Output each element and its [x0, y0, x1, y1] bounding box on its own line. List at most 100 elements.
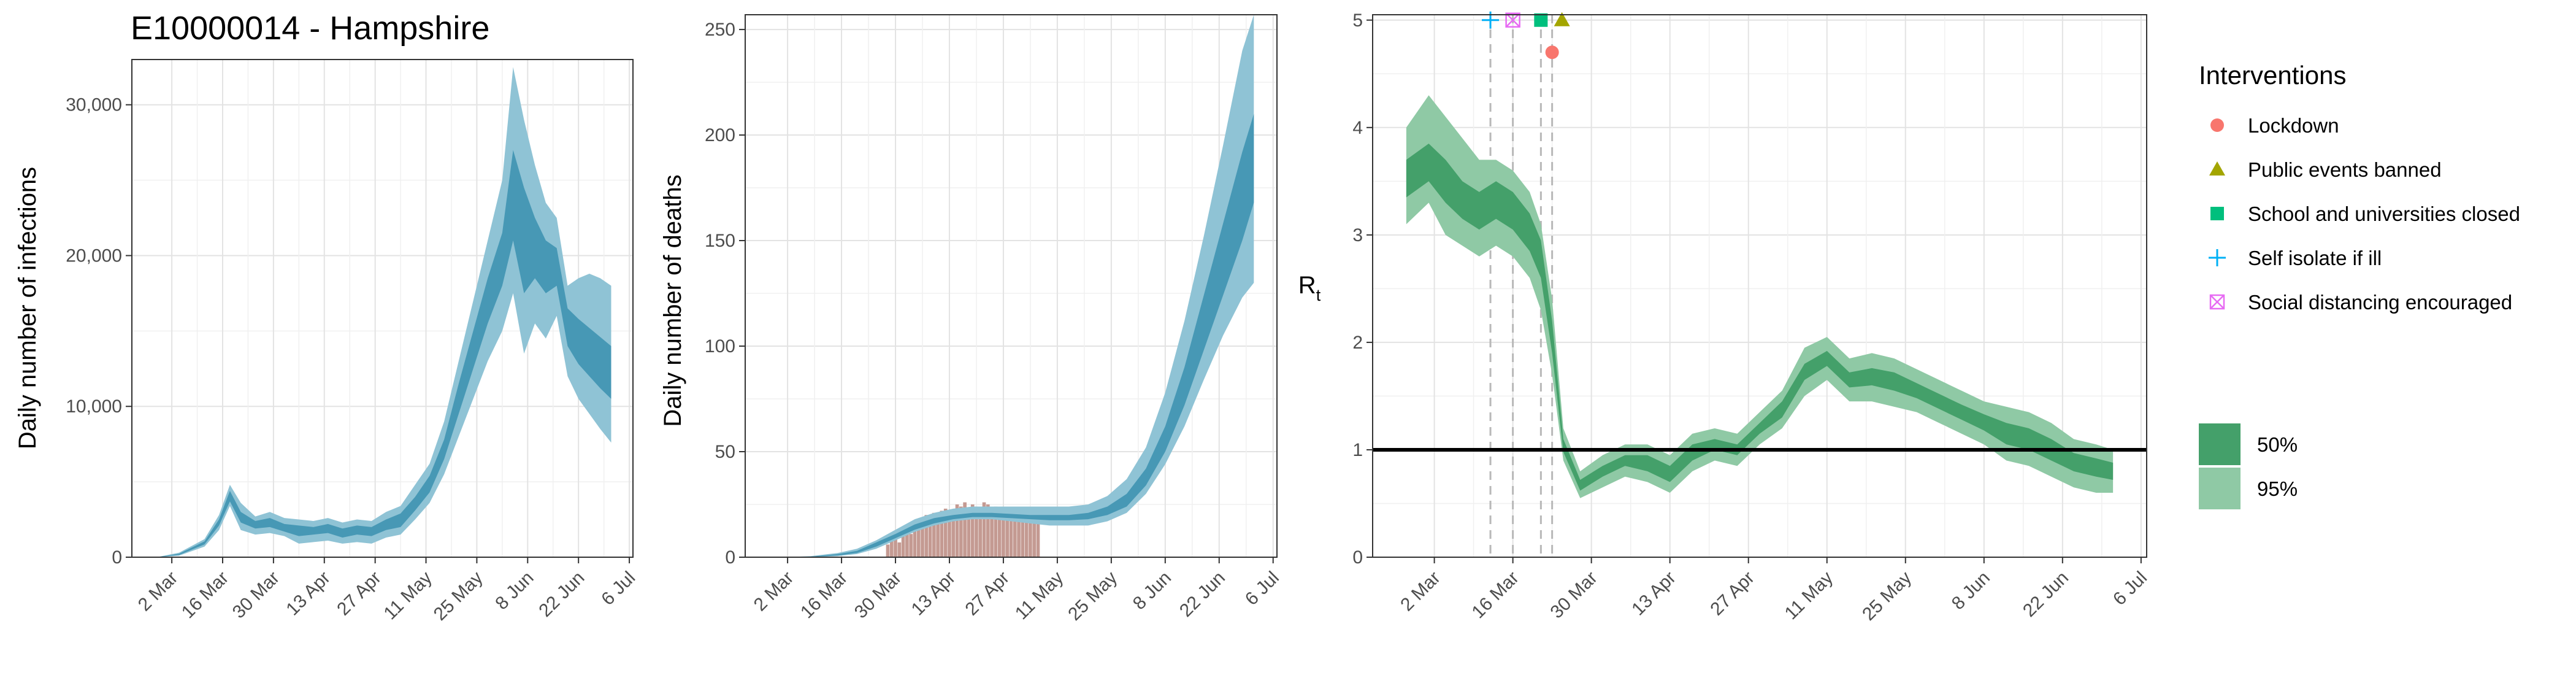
rt-panel: 2 Mar 16 Mar 30 Mar 13 Apr 27 Apr 11 May 25 Ma…: [1298, 10, 2151, 625]
deaths-observed-bar: [940, 511, 944, 557]
legend-ci-items: 50% 95%: [2199, 423, 2298, 509]
rt-band-50: [1406, 144, 2114, 491]
deaths-observed-bar: [909, 534, 913, 557]
deaths-y-tick-label: 100: [705, 336, 735, 357]
deaths-plot-bg: [745, 15, 1277, 557]
legend-key-plus: [2209, 249, 2226, 266]
legend-ci-swatch: [2199, 468, 2241, 509]
legend-key-square: [2210, 207, 2224, 220]
deaths-observed-bar: [886, 544, 890, 557]
rt-y-axis-label-main: R: [1298, 272, 1316, 299]
infections-y-axis-label: Daily number of infections: [14, 167, 41, 449]
legend-key-circle: [2210, 118, 2224, 132]
deaths-observed-bar: [1013, 511, 1017, 557]
infections-y-tick-label: 10,000: [66, 396, 122, 417]
rt-y-tick-label: 5: [1352, 10, 1363, 31]
legend-title: Interventions: [2199, 61, 2346, 90]
deaths-y-tick-label: 200: [705, 125, 735, 145]
rt-marker-triangle: [1554, 12, 1570, 26]
deaths-observed-bar: [967, 511, 971, 557]
rt-bands: [1406, 95, 2114, 498]
deaths-observed-bar: [916, 523, 921, 557]
rt-marker-square: [1534, 13, 1548, 27]
deaths-frame: [745, 14, 1278, 558]
deaths-y-tick-label: 150: [705, 231, 735, 251]
deaths-y-axis-label: Daily number of deaths: [659, 174, 686, 426]
deaths-observed-bar: [936, 517, 940, 557]
deaths-observed-bar: [997, 511, 1002, 557]
rt-marker-square-x: [1505, 12, 1520, 28]
deaths-observed-bar: [1005, 512, 1010, 557]
deaths-observed-bar: [1032, 519, 1037, 557]
legend-ci-label: 95%: [2257, 477, 2298, 500]
deaths-observed-bar: [1009, 517, 1013, 557]
rt-intervention-markers: [1482, 11, 1570, 60]
deaths-observed-bar: [894, 536, 897, 557]
deaths-observed-bar: [951, 511, 956, 557]
deaths-observed-bar: [924, 515, 929, 557]
deaths-observed-bar: [1002, 515, 1005, 557]
legend-item-label: Lockdown: [2248, 114, 2339, 137]
deaths-observed-bar: [948, 515, 951, 557]
deaths-grid: [745, 15, 1277, 558]
deaths-observed-bar: [990, 508, 994, 557]
deaths-observed-bar: [975, 506, 978, 557]
rt-y-axis-label: Rt: [1298, 272, 1321, 304]
rt-y-ticks: 0 1 2 3 4 5: [1352, 10, 1373, 568]
deaths-bars: [886, 502, 1040, 557]
rt-frame: [1372, 14, 2147, 558]
legend-item-label: Social distancing encouraged: [2248, 291, 2512, 314]
deaths-observed-bar: [913, 525, 917, 557]
deaths-observed-bar: [955, 504, 959, 557]
deaths-y-tick-label: 0: [725, 547, 735, 568]
deaths-observed-bar: [1017, 515, 1021, 557]
deaths-observed-bar: [897, 542, 902, 557]
rt-y-tick-label: 2: [1352, 333, 1363, 353]
legend-item-label: School and universities closed: [2248, 203, 2520, 225]
rt-y-tick-label: 0: [1352, 547, 1363, 568]
legend-item-label: Public events banned: [2248, 158, 2442, 181]
legend-item-label: Self isolate if ill: [2248, 247, 2382, 269]
deaths-observed-bar: [905, 527, 909, 557]
deaths-observed-bar: [978, 512, 983, 557]
legend-ci-swatch: [2199, 423, 2241, 465]
deaths-observed-bar: [986, 504, 990, 557]
deaths-observed-bar: [932, 512, 936, 557]
deaths-observed-bar: [1036, 523, 1040, 557]
deaths-observed-bar: [928, 521, 932, 557]
rt-grid: [1373, 15, 2147, 558]
deaths-observed-bar: [959, 506, 963, 557]
deaths-observed-bar: [921, 519, 924, 557]
legend-key-square-x: [2209, 294, 2225, 310]
rt-y-axis-label-sub: t: [1316, 286, 1321, 304]
rt-y-tick-label: 3: [1352, 225, 1363, 245]
legend-ci-label: 50%: [2257, 433, 2298, 456]
legend-items: Lockdown Public events banned School and u…: [2209, 114, 2520, 314]
deaths-observed-bar: [943, 508, 948, 557]
legend-key-triangle: [2209, 161, 2225, 176]
rt-y-tick-label: 4: [1352, 118, 1363, 138]
legend: Interventions Lockdown Public events bann…: [2199, 61, 2520, 509]
deaths-observed-bar: [963, 502, 967, 557]
deaths-y-ticks: 0 50 100 150 200 250: [705, 20, 745, 568]
deaths-observed-bar: [889, 540, 894, 557]
deaths-observed-bar: [994, 506, 998, 557]
infections-y-tick-label: 0: [112, 547, 122, 568]
infections-y-tick-label: 30,000: [66, 95, 122, 115]
deaths-observed-bar: [982, 502, 986, 557]
deaths-observed-bar: [1029, 521, 1032, 557]
rt-marker-circle: [1545, 45, 1559, 60]
infections-title: E10000014 - Hampshire: [131, 10, 489, 47]
deaths-y-tick-label: 50: [715, 442, 735, 462]
infections-y-tick-label: 20,000: [66, 245, 122, 266]
deaths-observed-bar: [1024, 517, 1029, 557]
deaths-observed-bar: [901, 531, 905, 557]
rt-y-tick-label: 1: [1352, 440, 1363, 460]
deaths-y-tick-label: 250: [705, 20, 735, 40]
deaths-observed-bar: [970, 504, 975, 557]
infections-frame: [131, 59, 634, 558]
deaths-observed-bar: [1021, 519, 1025, 557]
infections-y-ticks: 0 10,000 20,000 30,000: [66, 95, 132, 568]
